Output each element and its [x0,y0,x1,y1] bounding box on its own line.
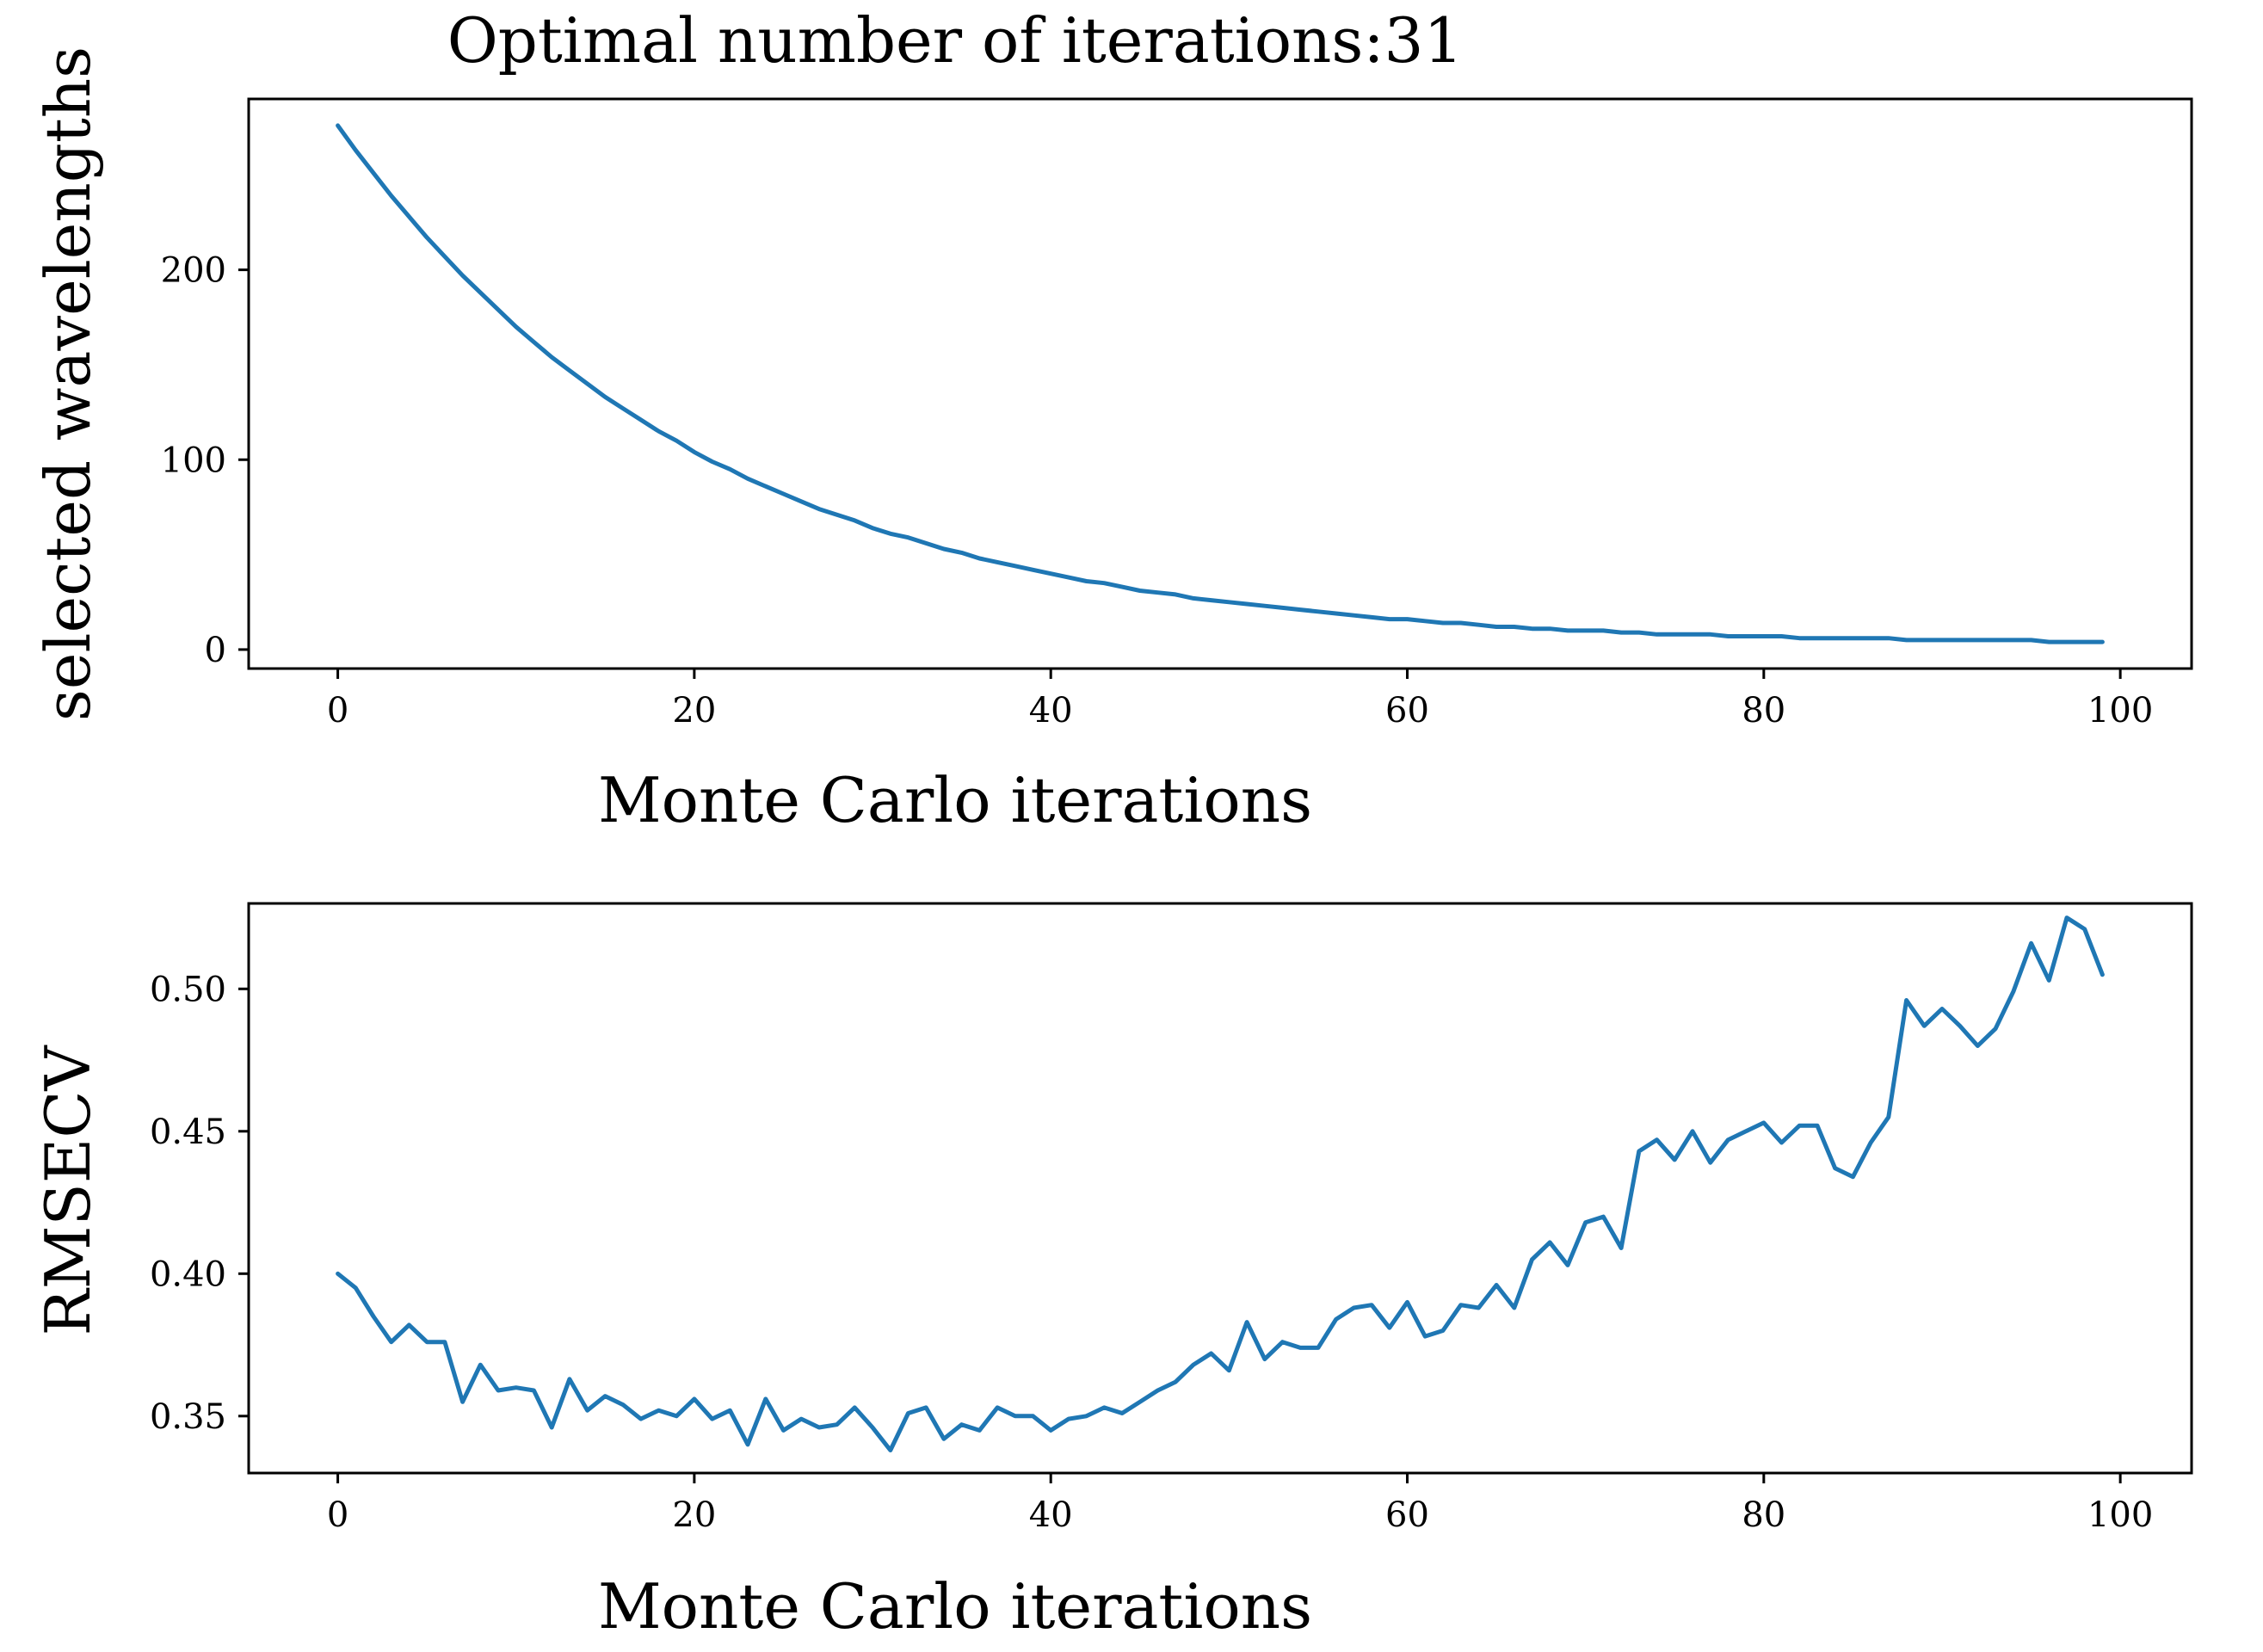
bottom-y-tick-label: 0.50 [150,970,226,1009]
top-y-tick-label: 200 [161,251,226,291]
top-x-tick-label: 100 [2087,691,2153,730]
top-axes-frame [247,97,2193,670]
rmsecv-plot: 0 20 40 60 80 100 0.35 0.40 0.45 0.50 Monte Carlo… [32,902,2193,1643]
bottom-axes-frame [247,902,2193,1475]
rmsecv-line [336,915,2105,1452]
bottom-x-tick-label: 0 [327,1495,348,1535]
bottom-x-tick-label: 20 [672,1495,716,1535]
selected-wavelengths-line [336,123,2105,644]
top-y-tick-label: 100 [161,441,226,480]
bottom-y-tick-label: 0.35 [150,1397,226,1437]
bottom-y-tick-label: 0.45 [150,1113,226,1152]
bottom-y-axis-title: RMSECV [32,1045,104,1336]
top-y-tick-label: 0 [205,631,226,670]
bottom-x-tick-label: 40 [1029,1495,1073,1535]
bottom-x-tick-label: 60 [1385,1495,1429,1535]
top-x-tick-label: 80 [1742,691,1785,730]
selected-wavelengths-plot: 0 20 40 60 80 100 0 100 200 Monte Carlo iteratio… [32,46,2193,836]
bottom-x-axis-title: Monte Carlo iterations [598,1570,1312,1643]
bottom-x-tick-label: 100 [2087,1495,2153,1535]
bottom-x-tick-label: 80 [1742,1495,1785,1535]
top-x-tick-label: 20 [672,691,716,730]
bottom-y-tick-label: 0.40 [150,1254,226,1294]
top-x-tick-label: 40 [1029,691,1073,730]
bottom-ticks: 0 20 40 60 80 100 0.35 0.40 0.45 0.50 [150,970,2153,1535]
top-x-tick-label: 60 [1385,691,1429,730]
top-x-tick-label: 0 [327,691,348,730]
top-ticks: 0 20 40 60 80 100 0 100 200 [161,251,2154,730]
chart-title: Optimal number of iterations:31 [447,4,1464,77]
top-y-axis-title: selected wavelengths [32,46,104,721]
top-x-axis-title: Monte Carlo iterations [598,764,1312,836]
